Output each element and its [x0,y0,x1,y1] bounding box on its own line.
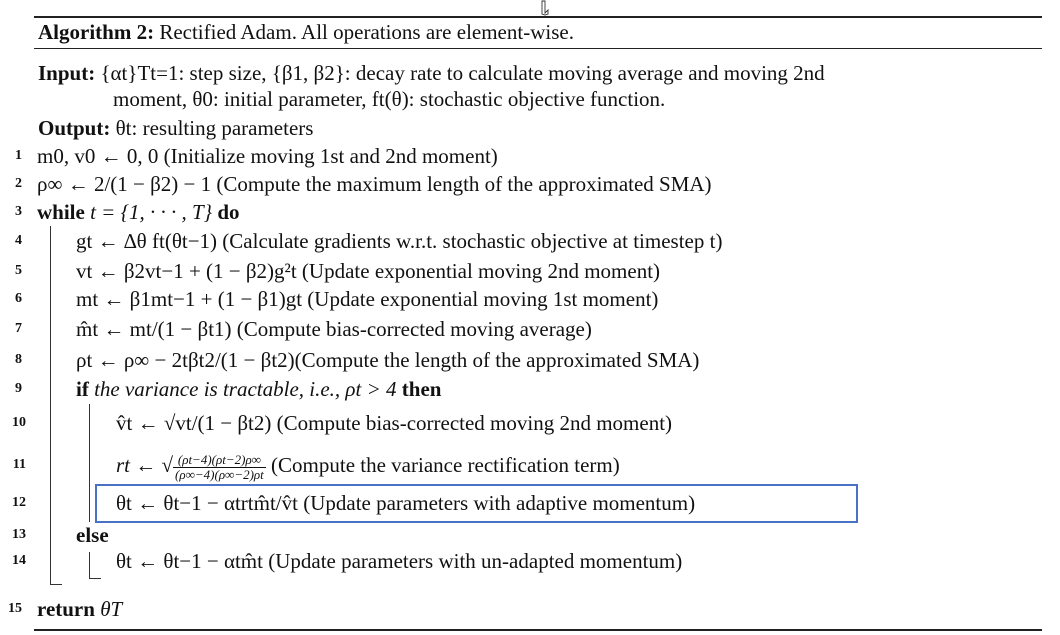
algorithm-title: Rectified Adam. All operations are eleme… [159,20,574,44]
line-code: while t = {1, · · · , T} do [37,198,240,226]
line-code: if the variance is tractable, i.e., ρt >… [76,375,441,403]
line-code: ρt ← ρ∞ − 2tβt2/(1 − βt2)(Compute the le… [76,348,700,372]
algorithm-line: 11 rt ← √ (ρt−4)(ρt−2)ρ∞ (ρ∞−4)(ρ∞−2)ρt (C… [0,451,1060,482]
line-number: 11 [12,457,26,472]
line-number: 14 [12,553,26,568]
line-code: θt ← θt−1 − αtrtm̂t/v̂t (Update paramete… [116,491,696,515]
if-condition: the variance is tractable, i.e., ρt > 4 [94,377,397,401]
line-number: 4 [15,233,22,248]
algorithm-line: 4 gt ← ∆θ ft(θt−1) (Calculate gradients … [0,227,1060,255]
fraction-numerator: (ρt−4)(ρt−2)ρ∞ [173,452,266,468]
line-number: 2 [15,176,22,191]
line-number: 1 [15,148,22,163]
line-number: 5 [15,263,22,278]
sqrt-expression: √ (ρt−4)(ρt−2)ρ∞ (ρ∞−4)(ρ∞−2)ρt [161,451,266,482]
rectification-fraction: (ρt−4)(ρt−2)ρ∞ (ρ∞−4)(ρ∞−2)ρt [173,452,266,482]
output-spec: Output: θt: resulting parameters [38,115,313,141]
algorithm-line: 2 ρ∞ ← 2/(1 − β2) − 1 (Compute the maxim… [0,170,1060,198]
output-label: Output: [38,116,111,140]
line-number: 6 [15,291,22,306]
algorithm-line-highlighted: 12 θt ← θt−1 − αtrtm̂t/v̂t (Update param… [0,489,1060,517]
loop-range: t = {1, · · · , T} [90,200,213,224]
input-label: Input: [38,61,96,85]
input-text-2: moment, θ0: initial parameter, ft(θ): st… [113,87,666,111]
algorithm-line: 10 v̂t ← √vt/(1 − βt2) (Compute bias-cor… [0,409,1060,437]
line-code: vt ← β2vt−1 + (1 − β2)g²t (Update expone… [76,259,661,283]
line-number: 10 [12,415,26,430]
keyword-return: return [37,597,95,621]
caption-rule [34,48,1042,49]
line-code: rt ← √ (ρt−4)(ρt−2)ρ∞ (ρ∞−4)(ρ∞−2)ρt (Comp… [116,451,620,482]
return-value: θT [100,597,123,621]
line-number: 7 [15,321,22,336]
algorithm-line: 15 return θT [0,595,1060,623]
line-code: θt ← θt−1 − αtm̂t (Update parameters wit… [116,549,683,573]
keyword-if: if [76,377,89,401]
algorithm-line: 7 m̂t ← mt/(1 − βt1) (Compute bias-corre… [0,315,1060,343]
line-code: m̂t ← mt/(1 − βt1) (Compute bias-correct… [76,317,592,341]
line-number: 13 [12,527,26,542]
input-text-1: {αt}Tt=1: step size, {β1, β2}: decay rat… [100,61,825,85]
while-block-foot [50,584,62,585]
keyword-while: while [37,200,85,224]
keyword-else: else [76,523,109,547]
line-code: else [76,521,109,549]
line-number: 3 [15,204,22,219]
line-code: ρ∞ ← 2/(1 − β2) − 1 (Compute the maximum… [37,172,712,196]
algorithm-line: 14 θt ← θt−1 − αtm̂t (Update parameters … [0,547,1060,575]
input-spec-continued: moment, θ0: initial parameter, ft(θ): st… [113,86,665,112]
keyword-do: do [217,200,240,224]
top-rule [34,16,1042,18]
text-cursor-icon [541,0,549,16]
algorithm-line: 9 if the variance is tractable, i.e., ρt… [0,375,1060,403]
algorithm-line: 3 while t = {1, · · · , T} do [0,198,1060,226]
output-text: θt: resulting parameters [115,116,314,140]
keyword-then: then [401,377,442,401]
algorithm-line: 8 ρt ← ρ∞ − 2tβt2/(1 − βt2)(Compute the … [0,346,1060,374]
line-number: 8 [15,352,22,367]
rt-comment: (Compute the variance rectification term… [271,453,620,477]
input-spec: Input: {αt}Tt=1: step size, {β1, β2}: de… [38,60,825,86]
while-block-bar [50,226,51,584]
algorithm-line: 13 else [0,521,1060,549]
else-block-foot [89,578,101,579]
algorithm-line: 1 m0, v0 ← 0, 0 (Initialize moving 1st a… [0,142,1060,170]
line-number: 12 [12,495,26,510]
line-code: gt ← ∆θ ft(θt−1) (Calculate gradients w.… [76,229,723,253]
else-block-bar [89,552,90,578]
bottom-rule [34,629,1042,631]
if-block-bar [89,404,90,522]
highlight-box [95,484,858,523]
line-code: v̂t ← √vt/(1 − βt2) (Compute bias-correc… [116,411,673,435]
rt-assign: rt ← [116,453,157,477]
fraction-denominator: (ρ∞−4)(ρ∞−2)ρt [175,466,264,482]
line-number: 9 [15,381,22,396]
line-code: mt ← β1mt−1 + (1 − β1)gt (Update exponen… [76,287,659,311]
algorithm-caption: Algorithm 2: Rectified Adam. All operati… [38,19,574,45]
line-code: m0, v0 ← 0, 0 (Initialize moving 1st and… [37,144,498,168]
algorithm-line: 6 mt ← β1mt−1 + (1 − β1)gt (Update expon… [0,285,1060,313]
algorithm-line: 5 vt ← β2vt−1 + (1 − β2)g²t (Update expo… [0,257,1060,285]
line-code: return θT [37,595,122,623]
algorithm-label: Algorithm 2: [38,20,155,44]
line-number: 15 [8,601,22,616]
